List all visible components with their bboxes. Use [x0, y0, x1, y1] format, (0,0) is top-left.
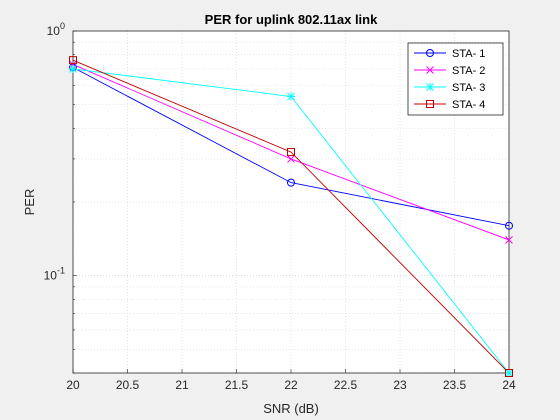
x-axis-label: SNR (dB) — [263, 401, 319, 416]
legend-label: STA- 2 — [452, 65, 485, 77]
x-tick-label: 23.5 — [443, 378, 467, 392]
legend: STA- 1 STA- 2 STA- 3 STA- 4 — [407, 42, 504, 116]
y-tick-label: 10-1 — [44, 266, 65, 283]
data-point-sta-3 — [287, 92, 295, 101]
legend-marker — [426, 100, 434, 108]
x-tick-label: 22.5 — [334, 378, 358, 392]
y-tick-label: 100 — [47, 21, 65, 38]
data-point-sta-4 — [505, 369, 513, 377]
data-point-sta-3 — [505, 369, 513, 377]
legend-label: STA- 1 — [452, 48, 485, 60]
y-axis-label: PER — [22, 189, 37, 216]
legend-marker — [426, 66, 434, 74]
series-line-sta-4 — [72, 59, 510, 374]
data-point-sta-2 — [505, 236, 513, 244]
series-line-sta-1 — [72, 67, 510, 227]
data-point-sta-3 — [69, 64, 77, 73]
data-point-sta-4 — [287, 148, 295, 157]
series-markers — [69, 56, 513, 377]
legend-label: STA- 3 — [452, 82, 485, 94]
x-tick-label: 20.5 — [116, 378, 140, 392]
data-point-sta-2 — [287, 155, 295, 163]
x-tick-label: 24 — [502, 378, 516, 392]
legend-marker — [426, 83, 434, 91]
data-point-sta-4 — [69, 56, 77, 65]
x-tick-label: 21 — [175, 378, 189, 392]
x-ticks: 20 20.5 21 21.5 22 22.5 23 23.5 24 — [66, 369, 516, 392]
legend-box — [407, 42, 504, 116]
x-tick-label: 20 — [66, 378, 80, 392]
x-tick-label: 23 — [393, 378, 407, 392]
data-point-sta-1 — [505, 221, 513, 230]
x-tick-label: 21.5 — [225, 378, 249, 392]
x-tick-label: 22 — [284, 378, 298, 392]
legend-marker — [426, 49, 434, 57]
chart-title: PER for uplink 802.11ax link — [205, 12, 378, 27]
y-ticks: 100 10-1 — [44, 21, 77, 374]
data-point-sta-1 — [287, 178, 295, 187]
legend-label: STA- 4 — [452, 99, 485, 111]
